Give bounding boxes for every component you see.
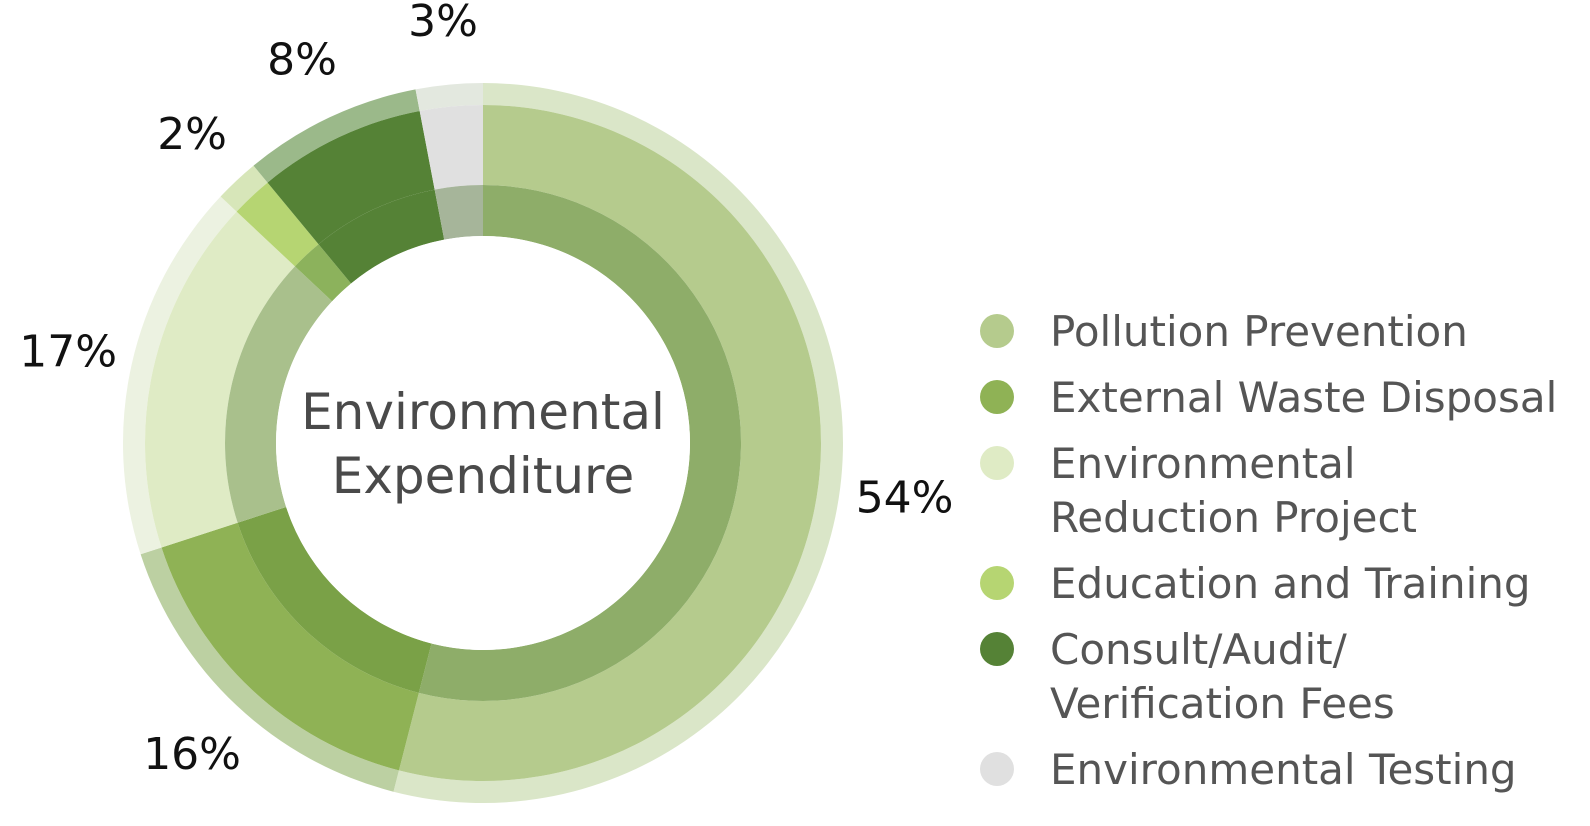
inner-band-pollution-prevention — [418, 185, 742, 701]
legend-label-consult-audit-verification-fees-line-1: Consult/Audit/ — [1050, 625, 1348, 674]
legend-item-environmental-reduction-project: Environmental Reduction Project — [980, 439, 1417, 542]
legend-label-external-waste-disposal: External Waste Disposal — [1050, 373, 1557, 422]
value-label-consult-audit-verification-fees: 8% — [267, 34, 337, 85]
inner-band-environmental-testing — [434, 185, 483, 240]
legend-label-environmental-reduction-project-line-2: Reduction Project — [1050, 493, 1417, 542]
outer-band-external-waste-disposal — [140, 547, 399, 792]
center-title: Environmental Expenditure — [301, 383, 665, 505]
legend-swatch-external-waste-disposal — [980, 380, 1014, 414]
value-label-external-waste-disposal: 16% — [143, 729, 241, 780]
legend-label-environmental-reduction-project-line-1: Environmental — [1050, 439, 1356, 488]
inner-band-environmental-reduction-project — [225, 266, 333, 523]
legend-item-environmental-testing: Environmental Testing — [980, 745, 1517, 794]
legend-swatch-environmental-testing — [980, 752, 1014, 786]
legend-swatch-education-and-training — [980, 566, 1014, 600]
slice-environmental-testing — [419, 105, 483, 190]
outer-band-environmental-reduction-project — [122, 196, 237, 555]
legend: Pollution Prevention External Waste Dispo… — [980, 307, 1557, 794]
legend-swatch-pollution-prevention — [980, 314, 1014, 348]
legend-label-pollution-prevention: Pollution Prevention — [1050, 307, 1468, 356]
percentage-labels: 54% 16% 17% 2% 8% 3% — [19, 0, 953, 780]
inner-band-education-and-training — [294, 244, 352, 302]
legend-item-pollution-prevention: Pollution Prevention — [980, 307, 1468, 356]
inner-band-external-waste-disposal — [237, 506, 432, 693]
legend-item-consult-audit-verification-fees: Consult/Audit/Verification Fees — [980, 625, 1395, 728]
outer-band-environmental-testing — [415, 83, 483, 111]
slice-education-and-training — [236, 182, 319, 267]
legend-item-education-and-training: Education and Training — [980, 559, 1531, 608]
inner-band-consult-audit-verification-fees — [318, 189, 445, 284]
donut-ring-group — [122, 83, 843, 803]
legend-swatch-consult-audit-verification-fees — [980, 632, 1014, 666]
legend-item-external-waste-disposal: External Waste Disposal — [980, 373, 1557, 422]
donut-center-hole — [276, 236, 690, 650]
value-label-education-and-training: 2% — [157, 109, 227, 160]
legend-label-education-and-training: Education and Training — [1050, 559, 1531, 608]
slice-pollution-prevention — [398, 105, 822, 781]
legend-swatch-environmental-reduction-project — [980, 446, 1014, 480]
slice-environmental-reduction-project — [144, 211, 295, 548]
value-label-pollution-prevention: 54% — [856, 472, 954, 523]
legend-label-environmental-testing: Environmental Testing — [1050, 745, 1517, 794]
slice-external-waste-disposal — [161, 522, 419, 771]
outer-band-consult-audit-verification-fees — [253, 89, 420, 183]
center-title-line-2: Expenditure — [332, 447, 635, 505]
slice-consult-audit-verification-fees — [267, 110, 435, 245]
legend-label-consult-audit-verification-fees-line-2: Verification Fees — [1050, 679, 1395, 728]
center-title-line-1: Environmental — [301, 383, 665, 441]
outer-band-education-and-training — [220, 165, 268, 212]
value-label-environmental-testing: 3% — [408, 0, 478, 47]
value-label-environmental-reduction-project: 17% — [19, 326, 117, 377]
